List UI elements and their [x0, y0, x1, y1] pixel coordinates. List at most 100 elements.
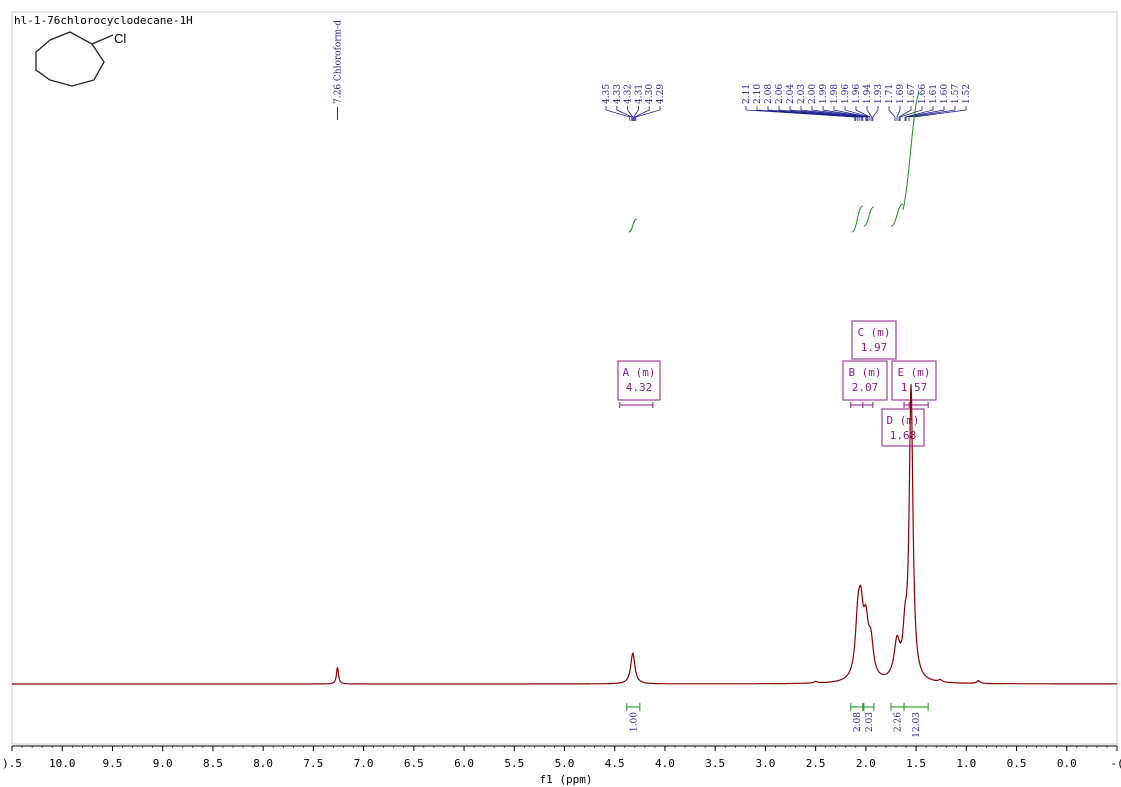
multiplet-label: E (m)	[897, 366, 930, 379]
peak-shift-label: 2.04	[786, 84, 796, 104]
integral-value: 12.03	[912, 712, 922, 738]
multiplet-box-E	[891, 360, 937, 401]
peak-label-leader	[605, 106, 631, 121]
x-tick-label: 8.0	[253, 757, 273, 770]
peak-shift-label: 4.30	[645, 84, 655, 104]
substituent-label: Cl	[114, 31, 126, 46]
multiplet-shift: 1.57	[901, 381, 928, 394]
peak-shift-label: 1.96	[852, 84, 862, 104]
x-tick-label: -(	[1110, 757, 1121, 770]
peak-label-leader	[855, 106, 871, 121]
x-tick-label: 6.5	[404, 757, 424, 770]
peak-shift-label: 1.66	[918, 84, 928, 104]
x-tick-label: 1.5	[906, 757, 926, 770]
x-tick-label: 1.0	[956, 757, 976, 770]
peak-shift-label: 2.08	[764, 84, 774, 104]
multiplet-box-layer: A (m)4.32B (m)2.07C (m)1.97D (m)1.68E (m…	[617, 320, 937, 447]
peak-label-leader	[767, 106, 859, 121]
x-tick-label: 4.0	[655, 757, 675, 770]
integral-curve-C	[863, 206, 875, 227]
x-tick-label: ).5	[2, 757, 22, 770]
x-tick-label: 6.0	[454, 757, 474, 770]
integral-curve-A	[628, 218, 638, 233]
peak-shift-label: 1.94	[863, 84, 873, 104]
integral-region-layer: 1.00 2.08 2.03 2.26 12.03	[626, 703, 929, 738]
x-tick-label: 5.0	[555, 757, 575, 770]
peak-label-leader	[778, 106, 861, 121]
peak-label-leader	[905, 106, 945, 121]
x-tick-label: 4.5	[605, 757, 625, 770]
x-axis-ticks: ).5 10.0 9.5 9.0 8.5 8.0 7.5 7.0 6.5 6.0 5.5 5.0 4.5…	[2, 746, 1121, 770]
x-tick-label: 2.5	[806, 757, 826, 770]
peak-label-leader	[866, 106, 873, 121]
peak-label-leader	[896, 106, 901, 121]
x-tick-label: 7.5	[303, 757, 323, 770]
peak-shift-label: 2.11	[742, 84, 752, 104]
multiplet-label: A (m)	[622, 366, 655, 379]
integral-value: 1.00	[629, 712, 639, 732]
peak-label-leader	[634, 106, 650, 121]
peak-label-leader	[904, 106, 934, 121]
plot-frame	[11, 11, 1118, 745]
multiplet-box-D	[881, 408, 925, 447]
integral-value: 2.08	[853, 712, 863, 732]
peak-label-leader	[627, 106, 634, 121]
peak-label-leader	[833, 106, 869, 121]
peak-shift-label: 1.60	[940, 84, 950, 104]
integral-curve-D	[890, 203, 904, 227]
x-tick-label: 2.0	[856, 757, 876, 770]
peak-shift-label: 2.10	[753, 84, 763, 104]
multiplet-box-C	[851, 320, 897, 360]
peak-label-leader	[811, 106, 867, 121]
peak-shift-label: 4.33	[613, 84, 623, 104]
integral-curve-B	[851, 205, 864, 233]
multiplet-box-B	[842, 360, 888, 401]
peak-label-leader	[633, 106, 639, 121]
integral-curve-layer	[628, 91, 920, 233]
peak-shift-label: 4.31	[634, 84, 644, 104]
spectrum-trace	[12, 384, 1117, 685]
integral-curve-E	[902, 91, 920, 211]
multiplet-shift: 2.07	[852, 381, 879, 394]
peak-shift-label: 1.98	[830, 84, 840, 104]
multiplet-shift: 1.97	[861, 341, 888, 354]
peak-shift-label: 4.29	[656, 84, 666, 104]
peak-shift-label: 1.99	[819, 84, 829, 104]
peak-shift-label: 1.67	[907, 84, 917, 104]
peak-label-leader	[872, 106, 879, 121]
multiplet-label: C (m)	[857, 326, 890, 339]
peak-shift-label: 1.96	[841, 84, 851, 104]
x-tick-label: 5.5	[504, 757, 524, 770]
peak-label-leader	[789, 106, 863, 121]
x-tick-label: 9.5	[103, 757, 123, 770]
multiplet-label: D (m)	[886, 414, 919, 427]
peak-shift-label: 2.03	[797, 84, 807, 104]
peak-shift-label: 1.61	[929, 84, 939, 104]
x-tick-label: 3.0	[755, 757, 775, 770]
peak-label-leader	[635, 106, 661, 121]
integral-value: 2.26	[894, 712, 904, 732]
x-axis-label: f1 (ppm)	[540, 773, 593, 786]
peak-label-leader	[908, 106, 956, 121]
x-tick-label: 9.0	[153, 757, 173, 770]
peak-shift-label: 2.00	[808, 84, 818, 104]
peak-shift-label: 1.69	[896, 84, 906, 104]
peak-label-layer: 7.26 Chloroform-d 4.35 4.33 4.32 4.31 4.30 4.2…	[333, 20, 972, 121]
multiplet-label: B (m)	[848, 366, 881, 379]
chart-title: hl-1-76chlorocyclodecane-1H	[14, 14, 193, 27]
multiplet-shift: 4.32	[626, 381, 653, 394]
peak-label-leader	[800, 106, 864, 121]
x-tick-label: 0.0	[1057, 757, 1077, 770]
x-tick-label: 0.5	[1007, 757, 1027, 770]
peak-label-leader	[899, 106, 923, 121]
peak-label-leader	[756, 106, 857, 121]
peak-shift-label: 4.35	[602, 84, 612, 104]
x-tick-label: 8.5	[203, 757, 223, 770]
peak-shift-label: 4.32	[624, 84, 634, 104]
multiplet-box-A	[617, 360, 661, 401]
peak-label-leader	[888, 106, 896, 121]
peak-label-leader	[822, 106, 868, 121]
solvent-peak-label: 7.26 Chloroform-d	[333, 20, 343, 104]
peak-shift-label: 1.52	[962, 84, 972, 104]
